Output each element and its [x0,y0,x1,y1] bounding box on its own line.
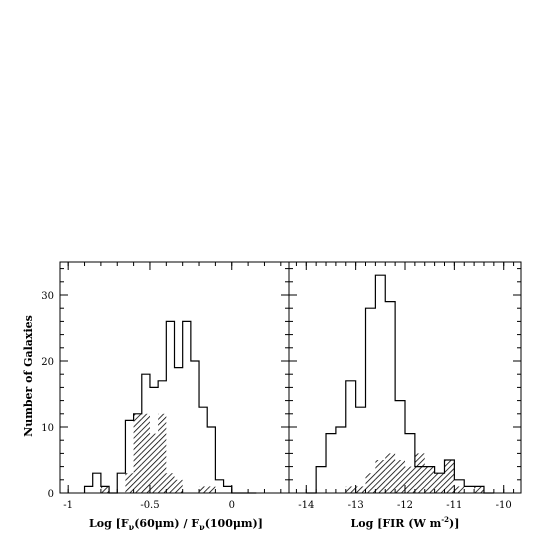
x-axis-label-ratio: Log [Fν(60μm) / Fν(100μm)] [89,517,263,532]
hatched-bar-fir-15 [454,486,465,493]
tick-labels-ratio: -1 -0.5 0 0 10 20 30 [41,291,235,511]
hatched-bar-fir-11 [414,453,425,493]
x-tick-label-fir-2: -12 [397,500,413,511]
hatched-bar-ratio-14 [199,486,208,493]
y-tick-label-3: 30 [41,291,54,302]
y-tick-label-1: 10 [41,423,54,434]
panel-fir: -14 -13 -12 -11 -10 Log [FIR (W m-2)] [288,261,522,530]
y-tick-label-0: 0 [48,489,54,500]
hatched-bar-ratio-15 [207,486,216,493]
xlabel-ratio-part1: Log [F [89,517,129,530]
y-tick-label-2: 20 [41,357,54,368]
hatched-bar-ratio-5 [125,473,134,493]
hatched-bar-fir-4 [345,486,356,493]
hatched-bar-ratio-11 [174,479,183,493]
subset-histogram-fir [345,453,484,493]
hatched-bar-fir-9 [395,460,405,493]
subset-histogram-ratio [100,413,216,493]
x-tick-label-ratio-0: -1 [63,500,73,511]
xlabel-ratio-part3: (100μm)] [205,517,263,530]
x-tick-label-ratio-1: -0.5 [140,500,159,511]
all-histogram-fir [306,274,494,494]
x-tick-label-ratio-2: 0 [229,500,235,511]
hatched-bar-fir-17 [474,486,484,493]
xlabel-fir-part1: Log [FIR (W m [351,517,442,530]
tick-marks-fir [289,262,521,494]
hatched-bar-fir-8 [385,453,396,493]
all-histogram-ratio [83,320,257,494]
x-tick-label-fir-0: -14 [298,500,314,511]
hatched-bar-ratio-7 [141,413,150,493]
x-tick-label-fir-4: -10 [496,500,512,511]
xlabel-ratio-nu2: ν [199,522,205,532]
hatched-bar-ratio-10 [166,473,175,493]
hatched-bar-fir-12 [424,466,435,493]
hatched-bar-fir-13 [434,473,445,493]
hatched-bar-fir-6 [365,473,376,493]
x-tick-label-fir-1: -13 [348,500,364,511]
tick-labels-fir: -14 -13 -12 -11 -10 [298,500,512,511]
tick-marks-ratio [60,262,289,494]
hatched-bar-ratio-6 [133,413,142,493]
hatched-bar-fir-10 [405,466,415,493]
hatched-bar-fir-5 [355,486,366,493]
hatched-bar-fir-14 [444,460,455,493]
hatched-bar-fir-7 [375,460,386,493]
panel-frame-fir [288,261,522,494]
xlabel-fir-sup: -2 [441,515,449,524]
xlabel-ratio-part2: (60μm) / F [134,517,199,530]
x-tick-label-fir-3: -11 [446,500,462,511]
hatched-bar-ratio-2 [100,486,110,493]
x-axis-label-fir: Log [FIR (W m-2)] [351,515,460,530]
panel-frame-ratio [59,261,290,494]
xlabel-fir-part2: )] [449,517,459,530]
hatched-bar-ratio-8 [149,433,159,493]
hatched-bar-ratio-9 [158,413,167,493]
xlabel-ratio-nu1: ν [129,522,135,532]
y-axis-label: Number of Galaxies [22,315,35,437]
